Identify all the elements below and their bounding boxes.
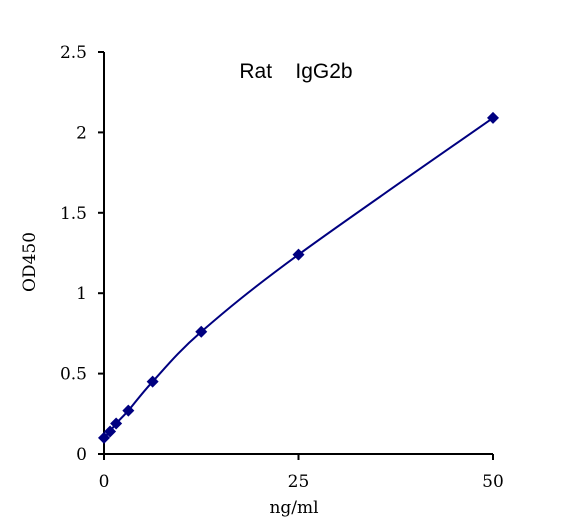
x-tick-label: 50 [482,472,504,492]
data-point-marker [487,111,499,124]
y-tick-labels: 0 0.5 1 1.5 2 2.5 [60,43,87,465]
data-point-marker [110,417,123,430]
x-tick-labels: 0 25 50 [99,472,504,492]
data-point-marker [146,375,159,388]
x-axis: 0 25 50 [99,453,504,492]
x-axis-label: ng/ml [269,498,318,518]
data-point-marker [122,404,135,417]
data-point-marker [98,431,110,444]
y-tick-marks [98,51,104,455]
y-axis-label: OD450 [20,232,40,292]
y-tick-label: 2 [76,123,87,143]
data-point-marker [292,248,305,261]
chart-title: Rat IgG2b [239,60,352,83]
x-tick-label: 0 [99,472,110,492]
x-tick-label: 25 [288,472,310,492]
y-tick-label: 0 [76,445,87,465]
data-point-marker [104,425,117,438]
y-tick-label: 0.5 [60,365,87,385]
y-tick-label: 1 [76,284,87,304]
y-tick-label: 2.5 [60,43,87,63]
data-points [98,111,499,444]
y-tick-label: 1.5 [60,204,87,224]
y-axis: 0 0.5 1 1.5 2 2.5 [60,43,105,465]
data-point-marker [195,325,208,338]
